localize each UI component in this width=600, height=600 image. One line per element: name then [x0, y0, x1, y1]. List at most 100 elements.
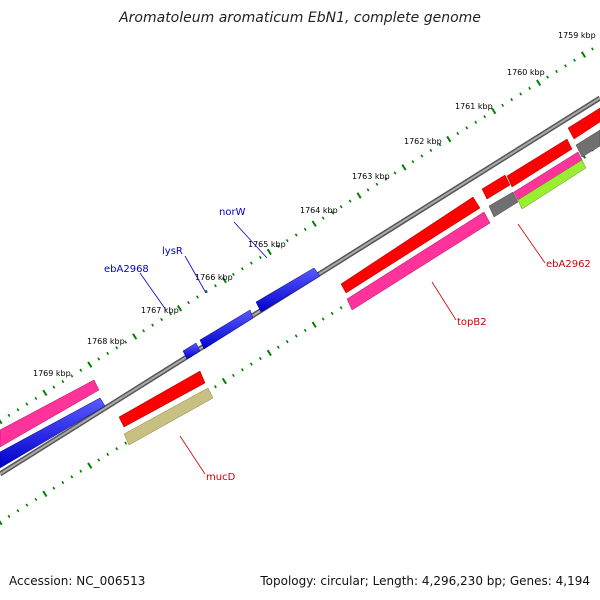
minor-tick [34, 497, 38, 502]
minor-tick [151, 323, 155, 327]
minor-tick [429, 148, 433, 153]
cds-mucD-red[interactable] [118, 370, 206, 428]
minor-tick [231, 373, 235, 378]
minor-tick [591, 47, 594, 51]
feature-norW-block[interactable] [255, 267, 321, 313]
major-tick [311, 321, 317, 328]
minor-tick [97, 357, 101, 361]
label-ebA2962[interactable]: ebA2962 [546, 259, 591, 270]
label-ebA2968[interactable]: ebA2968 [104, 264, 149, 275]
minor-tick [115, 346, 119, 350]
minor-tick [205, 289, 208, 293]
minor-tick [70, 374, 74, 378]
minor-tick [393, 171, 397, 175]
minor-tick [124, 441, 128, 445]
minor-tick [366, 188, 370, 192]
minor-tick [231, 272, 235, 277]
label-lysR[interactable]: lysR [162, 246, 183, 257]
minor-tick [519, 92, 523, 96]
feature-ebA2968-block[interactable] [182, 342, 201, 360]
major-tick [176, 305, 183, 312]
minor-tick [258, 356, 262, 361]
minor-tick [169, 312, 172, 316]
topology-summary: Topology: circular; Length: 4,296,230 bp… [260, 574, 590, 588]
minor-tick [528, 86, 532, 91]
kbp-label: 1761 kbp [455, 102, 493, 111]
major-tick [42, 389, 48, 397]
major-tick [0, 520, 3, 526]
outer-tick-row [0, 47, 594, 425]
minor-tick [546, 75, 549, 79]
minor-tick [79, 469, 83, 473]
major-tick [266, 248, 272, 256]
minor-tick [330, 210, 334, 215]
major-tick [536, 79, 542, 87]
major-tick [0, 419, 3, 425]
major-tick [491, 107, 497, 115]
minor-tick [52, 486, 56, 490]
major-tick [221, 276, 227, 284]
major-tick [221, 377, 227, 385]
gene-grey-far[interactable] [575, 129, 600, 158]
feature-blue-left[interactable] [0, 397, 106, 469]
major-tick [132, 333, 138, 340]
minor-tick [303, 328, 307, 332]
leader-lysR [184, 255, 207, 294]
cds-red-ebA2962[interactable] [506, 138, 573, 188]
major-tick [87, 462, 93, 469]
kbp-label: 1760 kbp [507, 68, 545, 77]
leader-ebA2968 [139, 272, 167, 311]
minor-tick [106, 452, 110, 456]
gene-ebA2962-lime[interactable] [517, 159, 587, 210]
label-norW[interactable]: norW [219, 207, 246, 218]
minor-tick [285, 238, 289, 243]
minor-tick [25, 402, 29, 406]
minor-tick [196, 295, 199, 299]
minor-tick [187, 301, 190, 305]
minor-tick [106, 351, 110, 355]
gene-topB2-pink[interactable] [346, 211, 491, 311]
minor-tick [115, 447, 119, 451]
minor-tick [375, 182, 379, 186]
major-tick [356, 192, 362, 199]
label-topB2[interactable]: topB2 [457, 317, 487, 328]
minor-tick [258, 255, 262, 260]
minor-tick [294, 334, 298, 338]
gene-grey-small[interactable] [488, 191, 519, 218]
minor-tick [276, 345, 280, 349]
kbp-label: 1767 kbp [141, 306, 179, 315]
label-mucD[interactable]: mucD [206, 472, 236, 483]
major-tick [42, 490, 48, 498]
minor-tick [52, 385, 56, 389]
minor-tick [330, 311, 334, 316]
accession-text: Accession: NC_006513 [9, 574, 146, 588]
minor-tick [25, 503, 29, 507]
minor-tick [420, 154, 424, 158]
gene-mucD-olive[interactable] [123, 387, 214, 446]
kbp-label: 1768 kbp [87, 337, 125, 346]
minor-tick [61, 379, 65, 384]
major-tick [87, 361, 93, 368]
kbp-label: 1762 kbp [404, 137, 442, 146]
minor-tick [321, 317, 325, 321]
cds-topB2-red[interactable] [340, 196, 481, 294]
minor-tick [276, 244, 280, 248]
major-tick [446, 135, 452, 143]
cds-red-far[interactable] [567, 107, 600, 140]
minor-tick [7, 514, 11, 518]
feature-lysR-block[interactable] [199, 309, 254, 350]
cds-red-small[interactable] [481, 174, 511, 200]
minor-tick [249, 261, 253, 265]
minor-tick [303, 227, 307, 231]
minor-tick [249, 362, 253, 366]
minor-tick [555, 69, 558, 74]
minor-tick [411, 160, 415, 164]
minor-tick [97, 458, 101, 462]
major-tick [266, 349, 272, 357]
minor-tick [240, 368, 244, 372]
minor-tick [124, 340, 128, 344]
minor-tick [142, 329, 146, 333]
gene-left-pink[interactable] [0, 379, 100, 448]
minor-tick [465, 126, 469, 130]
minor-tick [321, 216, 325, 220]
